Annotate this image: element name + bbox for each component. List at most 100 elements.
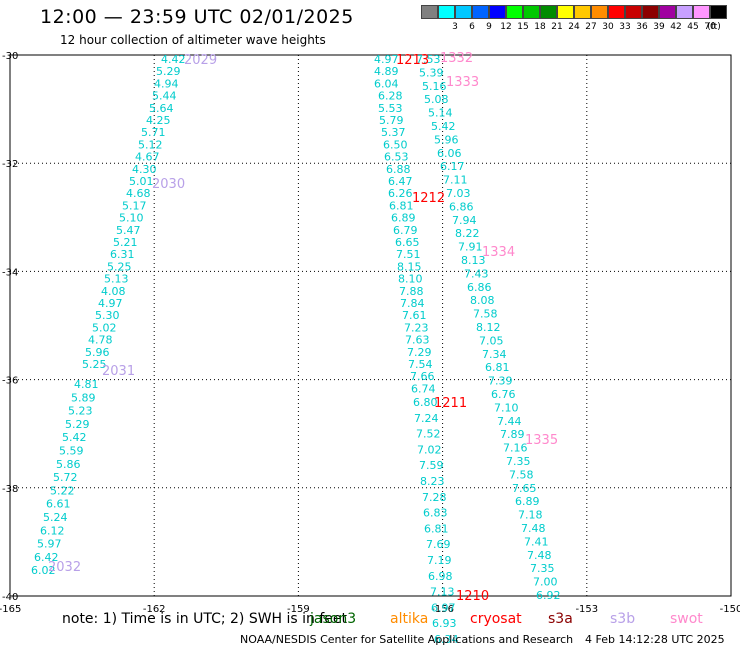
wave-height-value: 6.53 [384,151,409,164]
wave-height-value: 7.88 [399,285,424,298]
scale-label: 21 [551,22,563,32]
scale-swatch [472,5,489,19]
pass-time-label: 2029 [184,53,217,68]
scale-swatch [489,5,506,19]
footer-timestamp: 4 Feb 14:12:28 UTC 2025 [585,633,725,646]
wave-height-value: 8.12 [476,321,501,334]
wave-height-value: 7.00 [533,576,558,589]
wave-height-value: 5.97 [37,538,62,551]
wave-height-value: 7.94 [452,214,477,227]
wave-height-value: 6.50 [383,138,408,151]
wave-height-value: 6.89 [515,495,540,508]
wave-height-value: 8.23 [420,475,445,488]
lon-tick-label: -150 [720,604,740,615]
scale-swatch [523,5,540,19]
wave-height-value: 5.14 [428,107,453,120]
wave-height-value: 7.23 [404,321,429,334]
wave-height-value: 5.30 [95,309,120,322]
lon-tick-label: -165 [0,604,21,615]
wave-height-value: 4.97 [98,297,123,310]
pass-time-label: 2030 [152,177,185,192]
scale-swatch [642,5,659,19]
wave-height-value: 5.71 [141,126,166,139]
wave-height-value: 7.91 [458,241,483,254]
wave-height-value: 4.68 [126,187,151,200]
wave-height-value: 5.10 [119,212,144,225]
wave-height-value: 6.74 [411,382,436,395]
wave-height-value: 7.35 [506,455,531,468]
wave-height-value: 6.42 [34,551,59,564]
satellite-legend: jason3 altika cryosat s3a s3b swot [0,611,740,631]
scale-swatch [438,5,455,19]
wave-height-value: 7.51 [396,248,421,261]
wave-height-value: 6.86 [467,281,492,294]
wave-height-value: 5.23 [68,405,93,418]
wave-height-value: 7.58 [473,308,498,321]
scale-label: 70 [704,22,716,32]
wave-height-value: 5.64 [149,102,174,115]
scale-label: 9 [486,22,492,32]
wave-height-value: 7.13 [430,586,455,599]
wave-height-value: 6.26 [388,187,413,200]
wave-height-value: 7.63 [405,334,430,347]
wave-height-value: 7.02 [417,443,442,456]
scale-label: 27 [585,22,597,32]
scale-label: 6 [469,22,475,32]
scale-swatch [693,5,710,19]
wave-height-value: 5.42 [62,431,87,444]
wave-height-value: 7.44 [497,415,522,428]
satellite-legend-item: jason3 [310,611,357,627]
scale-swatch [710,5,727,19]
wave-height-value: 5.08 [424,93,449,106]
wave-height-value: 7.61 [402,309,427,322]
wave-height-value: 7.54 [408,358,433,371]
wave-height-value: 7.89 [500,428,525,441]
scale-label: 42 [670,22,682,32]
lon-tick-label: -162 [143,604,166,615]
scale-label: 39 [653,22,665,32]
wave-height-value: 5.21 [113,236,138,249]
scale-swatch [540,5,557,19]
pass-time-label: 1211 [434,396,467,411]
scale-label: 15 [517,22,529,32]
wave-height-value: 6.61 [46,498,71,511]
lon-tick-label: -159 [287,604,310,615]
scale-label: 30 [602,22,614,32]
wave-height-value: 4.42 [161,53,186,66]
wave-height-value: 7.53 [416,53,441,66]
wave-height-value: 6.65 [395,236,420,249]
wave-height-value: 5.86 [56,458,81,471]
scale-unit: (ft) [707,22,721,32]
lat-tick-label: -32 [2,159,18,170]
pass-time-label: 1332 [440,51,473,66]
scale-swatch [506,5,523,19]
wave-height-value: 6.47 [388,175,413,188]
pass-time-label: 1213 [396,53,429,68]
wave-height-value: 7.84 [400,297,425,310]
pass-time-label: 1333 [446,75,479,90]
wave-height-value: 4.94 [154,77,179,90]
wave-height-value: 6.81 [389,199,414,212]
wave-height-value: 6.93 [432,617,457,630]
wave-height-value: 7.24 [414,412,439,425]
scale-label: 36 [636,22,648,32]
satellite-legend-item: swot [670,611,703,627]
wave-height-value: 5.96 [434,133,459,146]
pass-time-label: 1334 [482,245,515,260]
wave-height-value: 5.13 [104,273,129,286]
wave-height-value: 6.86 [449,200,474,213]
wave-height-value: 4.89 [374,65,399,78]
wave-height-value: 4.67 [135,151,160,164]
scale-swatch [625,5,642,19]
wave-height-value: 7.29 [407,346,432,359]
pass-time-label: 1335 [525,433,558,448]
scale-label: 3 [452,22,458,32]
wave-height-value: 7.48 [527,549,552,562]
wave-height-value: 7.05 [479,334,504,347]
wave-height-value: 5.24 [43,511,68,524]
scale-label: 12 [500,22,512,32]
satellite-legend-item: s3a [548,611,573,627]
satellite-legend-item: altika [390,611,429,627]
wave-height-value: 8.10 [398,273,423,286]
